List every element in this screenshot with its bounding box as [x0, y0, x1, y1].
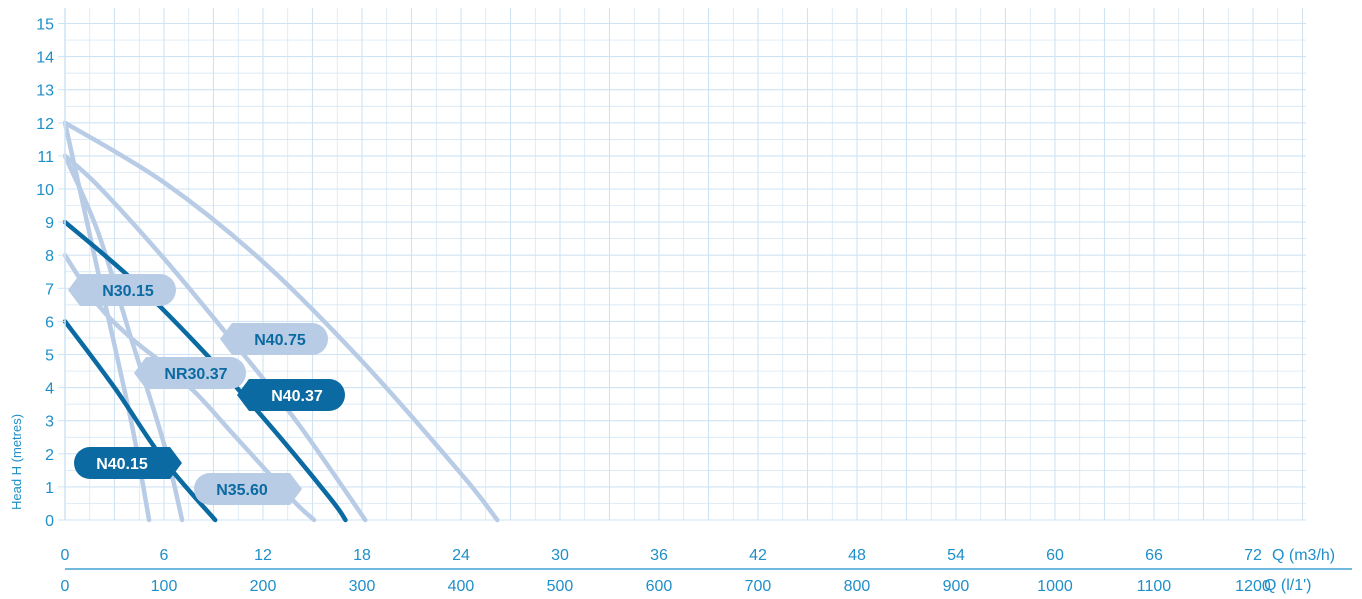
y-tick-label: 10	[36, 182, 54, 199]
x-tick-label-m3h: 60	[1046, 547, 1064, 564]
label-text: NR30.37	[164, 366, 227, 383]
x-axis-label-top: Q (m3/h)	[1272, 547, 1335, 564]
x-tick-label-lmin: 1200	[1235, 578, 1271, 595]
x-tick-label-m3h: 24	[452, 547, 470, 564]
x-tick-label-m3h: 30	[551, 547, 569, 564]
label-badge	[220, 323, 328, 355]
x-tick-label-lmin: 200	[250, 578, 277, 595]
label-n40-15: N40.15	[74, 447, 182, 479]
x-tick-label-lmin: 400	[448, 578, 475, 595]
label-text: N35.60	[216, 482, 268, 499]
y-tick-label: 13	[36, 83, 54, 100]
label-badge	[134, 357, 246, 389]
x-tick-label-lmin: 600	[646, 578, 673, 595]
y-axis-label: Head H (metres)	[9, 414, 24, 510]
curve-n40-75	[62, 153, 368, 523]
y-tick-label: 4	[45, 381, 54, 398]
y-tick-label: 11	[37, 149, 54, 166]
x-tick-label-m3h: 42	[749, 547, 767, 564]
x-tick-label-m3h: 6	[160, 547, 169, 564]
x-tick-label-m3h: 54	[947, 547, 965, 564]
x-tick-label-lmin: 800	[844, 578, 871, 595]
curve-labels: N30.15 N40.75 NR30.37 N40.37 N40.15 N35.60	[68, 274, 345, 505]
label-badge	[194, 473, 302, 505]
label-text: N40.37	[271, 388, 323, 405]
y-tick-label: 9	[45, 215, 54, 232]
y-tick-label: 5	[45, 348, 54, 365]
y-tick-label: 2	[45, 447, 54, 464]
x-tick-label-lmin: 0	[61, 578, 70, 595]
x-tick-label-lmin: 300	[349, 578, 376, 595]
label-text: N40.15	[96, 456, 148, 473]
curve-n40-15	[62, 319, 218, 523]
curve-unlabeled	[62, 120, 500, 523]
label-badge	[68, 274, 176, 306]
x-tick-label-m3h: 18	[353, 547, 371, 564]
y-tick-label: 0	[45, 513, 54, 530]
x-tick-label-lmin: 700	[745, 578, 772, 595]
x-tick-label-lmin: 1100	[1137, 578, 1172, 595]
label-badge	[74, 447, 182, 479]
y-tick-label: 12	[36, 116, 54, 133]
y-tick-label: 3	[45, 414, 54, 431]
x-tick-label-lmin: 900	[943, 578, 970, 595]
y-tick-label: 8	[45, 248, 54, 265]
label-text: N40.75	[254, 332, 306, 349]
x-tick-label-lmin: 1000	[1037, 578, 1073, 595]
y-tick-label: 7	[45, 281, 54, 298]
x-tick-label-m3h: 36	[650, 547, 668, 564]
label-n30-15: N30.15	[68, 274, 176, 306]
label-text: N30.15	[102, 283, 154, 300]
x-tick-label-m3h: 66	[1145, 547, 1163, 564]
y-tick-label: 6	[45, 314, 54, 331]
x-tick-label-m3h: 12	[254, 547, 272, 564]
y-tick-label: 1	[45, 480, 54, 497]
label-n40-37: N40.37	[237, 379, 345, 411]
x-axis-label-bottom: Q (l/1')	[1264, 577, 1312, 594]
y-tick-label: 14	[36, 50, 54, 67]
x-tick-label-m3h: 48	[848, 547, 866, 564]
label-n40-75: N40.75	[220, 323, 328, 355]
label-nr30-37: NR30.37	[134, 357, 246, 389]
x-tick-label-m3h: 72	[1244, 547, 1262, 564]
x-tick-label-m3h: 0	[61, 547, 70, 564]
grid	[64, 8, 1306, 521]
x-tick-label-lmin: 100	[151, 578, 178, 595]
label-n35-60: N35.60	[194, 473, 302, 505]
x-tick-label-lmin: 500	[547, 578, 574, 595]
y-tick-label: 15	[36, 17, 54, 34]
label-badge	[237, 379, 345, 411]
